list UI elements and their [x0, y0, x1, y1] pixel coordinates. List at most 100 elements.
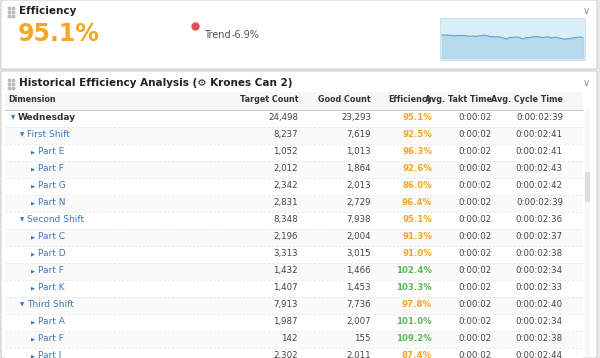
Text: 0:00:02:38: 0:00:02:38: [516, 249, 563, 258]
Text: Part D: Part D: [38, 249, 65, 258]
Text: 24,498: 24,498: [268, 113, 298, 122]
Text: 0:00:02:44: 0:00:02:44: [516, 351, 563, 358]
FancyBboxPatch shape: [1, 71, 597, 358]
Text: 2,342: 2,342: [274, 181, 298, 190]
Bar: [585, 110, 590, 358]
Text: 1,453: 1,453: [346, 283, 371, 292]
Bar: [5, 229, 583, 246]
Text: 23,293: 23,293: [341, 113, 371, 122]
Text: 0:00:02:42: 0:00:02:42: [516, 181, 563, 190]
Text: 0:00:02: 0:00:02: [459, 266, 492, 275]
Text: ▶: ▶: [31, 251, 35, 256]
Text: 155: 155: [355, 334, 371, 343]
Text: 0:00:02:40: 0:00:02:40: [516, 300, 563, 309]
Text: ▼: ▼: [20, 132, 24, 137]
Bar: [440, 18, 585, 60]
Text: 1,466: 1,466: [346, 266, 371, 275]
Text: Third Shift: Third Shift: [27, 300, 74, 309]
Text: ∨: ∨: [583, 6, 590, 16]
Text: 95.1%: 95.1%: [402, 215, 432, 224]
Bar: [5, 110, 583, 127]
Text: 86.0%: 86.0%: [402, 181, 432, 190]
Text: 1,407: 1,407: [274, 283, 298, 292]
Text: 0:00:02:38: 0:00:02:38: [516, 334, 563, 343]
Text: 0:00:02:36: 0:00:02:36: [516, 215, 563, 224]
Text: ▶: ▶: [31, 166, 35, 171]
Text: Avg. Takt Time: Avg. Takt Time: [425, 95, 492, 104]
Text: 103.3%: 103.3%: [396, 283, 432, 292]
FancyBboxPatch shape: [1, 0, 597, 69]
Text: 8,348: 8,348: [274, 215, 298, 224]
Text: ▼: ▼: [20, 217, 24, 222]
Text: 1,432: 1,432: [274, 266, 298, 275]
Bar: [5, 92, 583, 110]
Text: Part F: Part F: [38, 164, 64, 173]
Text: Part C: Part C: [38, 232, 65, 241]
Text: 0:00:02: 0:00:02: [459, 113, 492, 122]
Text: 2,831: 2,831: [274, 198, 298, 207]
Text: 0:00:02: 0:00:02: [459, 215, 492, 224]
Bar: [5, 127, 583, 144]
Text: Part F: Part F: [38, 334, 64, 343]
Text: 96.3%: 96.3%: [402, 147, 432, 156]
Text: 92.6%: 92.6%: [402, 164, 432, 173]
Text: 0:00:02: 0:00:02: [459, 181, 492, 190]
Text: 0:00:02: 0:00:02: [459, 232, 492, 241]
Text: 0:00:02:34: 0:00:02:34: [516, 266, 563, 275]
Text: 0:00:02:43: 0:00:02:43: [516, 164, 563, 173]
Text: 95.1%: 95.1%: [402, 113, 432, 122]
Bar: [5, 144, 583, 161]
Text: 109.2%: 109.2%: [396, 334, 432, 343]
Text: 101.0%: 101.0%: [397, 317, 432, 326]
Text: 0:00:02: 0:00:02: [459, 249, 492, 258]
Text: Historical Efficiency Analysis (⚙ Krones Can 2): Historical Efficiency Analysis (⚙ Krones…: [19, 78, 293, 88]
Text: 0:00:02: 0:00:02: [459, 317, 492, 326]
Text: 0:00:02:41: 0:00:02:41: [516, 130, 563, 139]
Bar: [5, 212, 583, 229]
Bar: [5, 331, 583, 348]
Text: 7,736: 7,736: [346, 300, 371, 309]
Text: Avg. Cycle Time: Avg. Cycle Time: [491, 95, 563, 104]
Text: 1,987: 1,987: [274, 317, 298, 326]
Bar: [5, 280, 583, 297]
Text: Efficiency: Efficiency: [19, 6, 76, 16]
Text: ▶: ▶: [31, 319, 35, 324]
Text: Target Count: Target Count: [239, 95, 298, 104]
Text: 95.1%: 95.1%: [18, 22, 100, 46]
Text: 0:00:02:34: 0:00:02:34: [516, 317, 563, 326]
Text: 8,237: 8,237: [274, 130, 298, 139]
Text: 3,313: 3,313: [274, 249, 298, 258]
Text: 3,015: 3,015: [346, 249, 371, 258]
Text: Part N: Part N: [38, 198, 65, 207]
Text: ▶: ▶: [31, 285, 35, 290]
Bar: [5, 195, 583, 212]
Text: 0:00:02: 0:00:02: [459, 164, 492, 173]
Text: Good Count: Good Count: [319, 95, 371, 104]
Text: ▶: ▶: [31, 234, 35, 239]
Text: 142: 142: [281, 334, 298, 343]
Text: ∨: ∨: [583, 78, 590, 88]
Text: First Shift: First Shift: [27, 130, 70, 139]
Text: ▼: ▼: [11, 115, 15, 120]
Bar: [5, 178, 583, 195]
Bar: [5, 161, 583, 178]
Text: Part K: Part K: [38, 283, 65, 292]
Bar: [585, 171, 590, 202]
Text: Second Shift: Second Shift: [27, 215, 84, 224]
Text: 96.4%: 96.4%: [402, 198, 432, 207]
Text: Efficiency: Efficiency: [388, 95, 432, 104]
Text: 0:00:02: 0:00:02: [459, 300, 492, 309]
Text: 2,011: 2,011: [346, 351, 371, 358]
Text: 92.5%: 92.5%: [402, 130, 432, 139]
Text: Part G: Part G: [38, 181, 66, 190]
Text: 0:00:02: 0:00:02: [459, 283, 492, 292]
Text: 0:00:02:39: 0:00:02:39: [516, 198, 563, 207]
Text: 7,913: 7,913: [274, 300, 298, 309]
Text: 87.4%: 87.4%: [402, 351, 432, 358]
Text: 91.3%: 91.3%: [402, 232, 432, 241]
Text: Wednesday: Wednesday: [18, 113, 76, 122]
Text: ▶: ▶: [31, 200, 35, 205]
Text: 0:00:02:37: 0:00:02:37: [516, 232, 563, 241]
Text: Part A: Part A: [38, 317, 65, 326]
Text: 1,013: 1,013: [346, 147, 371, 156]
